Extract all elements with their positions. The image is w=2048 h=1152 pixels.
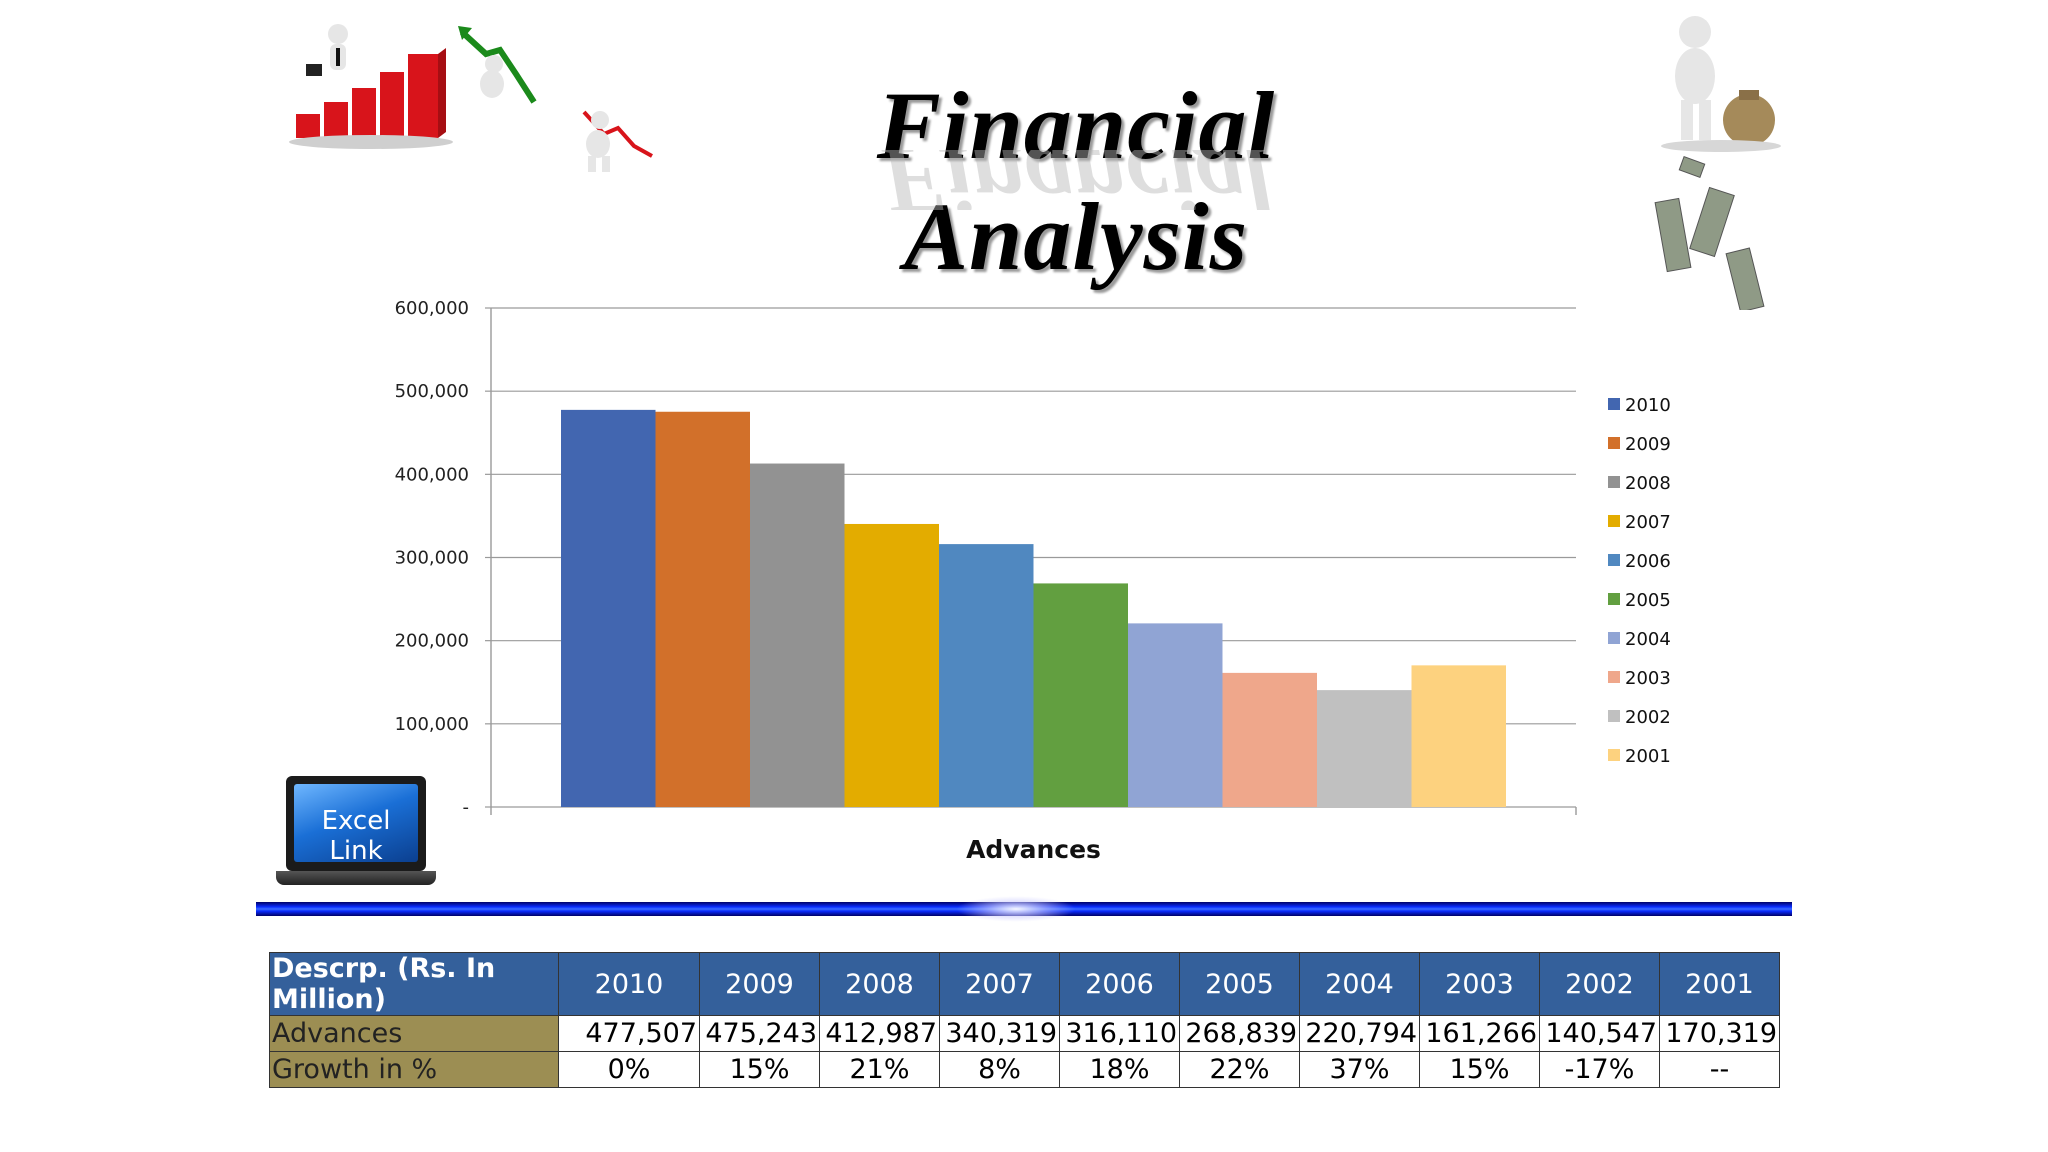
table-cell: 37% — [1299, 1051, 1420, 1088]
legend-swatch-2003 — [1608, 671, 1620, 683]
table-cell: 8% — [939, 1051, 1060, 1088]
legend-label-2010: 2010 — [1625, 395, 1671, 416]
table-header-year: 2005 — [1179, 952, 1300, 1016]
legend-label-2008: 2008 — [1625, 473, 1671, 494]
bar-2003 — [1222, 672, 1317, 807]
legend-label-2001: 2001 — [1625, 746, 1671, 767]
legend-label-2006: 2006 — [1625, 551, 1671, 572]
falling-man-green-arrow-icon — [458, 26, 537, 104]
table-header-label: Descrp. (Rs. In Million) — [269, 952, 559, 1016]
growth-bars-businessman-icon — [289, 24, 453, 149]
table-header-year: 2003 — [1419, 952, 1540, 1016]
laptop-glass — [294, 784, 418, 862]
table-cell: 15% — [1419, 1051, 1540, 1088]
legend-label-2009: 2009 — [1625, 434, 1671, 455]
table-header-year: 2008 — [819, 952, 940, 1016]
table-cell: 21% — [819, 1051, 940, 1088]
legend-swatch-2010 — [1608, 398, 1620, 410]
table-cell: 0% — [558, 1051, 700, 1088]
y-tick-label: 500,000 — [395, 381, 469, 402]
table-header-year: 2009 — [699, 952, 820, 1016]
y-tick-label: 600,000 — [395, 298, 469, 319]
bar-2008 — [750, 463, 845, 807]
man-red-downtrend-icon — [582, 110, 653, 172]
table-cell: 340,319 — [939, 1015, 1060, 1052]
table-header-year: 2004 — [1299, 952, 1420, 1016]
y-tick-label: 300,000 — [395, 548, 469, 569]
table-cell: 475,243 — [699, 1015, 820, 1052]
bar-2001 — [1411, 665, 1506, 807]
table-header-row: Descrp. (Rs. In Million) 2010 2009 2008 … — [269, 952, 1780, 1016]
y-tick-label: 100,000 — [395, 714, 469, 735]
legend-swatch-2002 — [1608, 710, 1620, 722]
table-cell: -- — [1659, 1051, 1780, 1088]
bar-2005 — [1033, 583, 1128, 807]
table-header-year: 2001 — [1659, 952, 1780, 1016]
table-row-label: Advances — [269, 1015, 559, 1052]
legend-swatch-2004 — [1608, 632, 1620, 644]
laptop-base — [276, 871, 436, 885]
advances-bar-chart: - 100,000 200,000 300,000 400,000 500,000 600,… — [395, 298, 1671, 864]
table-cell: 220,794 — [1299, 1015, 1420, 1052]
y-tick-label: 400,000 — [395, 464, 469, 485]
bar-2007 — [844, 523, 939, 807]
legend-label-2004: 2004 — [1625, 629, 1671, 650]
table-header-year: 2002 — [1539, 952, 1660, 1016]
table-cell: 316,110 — [1059, 1015, 1180, 1052]
table-cell: 140,547 — [1539, 1015, 1660, 1052]
bar-2009 — [655, 411, 750, 807]
table-row-label: Growth in % — [269, 1051, 559, 1088]
table-cell: 477,507 — [558, 1015, 700, 1052]
table-cell: 170,319 — [1659, 1015, 1780, 1052]
y-tick-label: 200,000 — [395, 631, 469, 652]
bar-2010 — [561, 409, 656, 807]
legend-swatch-2009 — [1608, 437, 1620, 449]
table-cell: -17% — [1539, 1051, 1660, 1088]
table-cell: 268,839 — [1179, 1015, 1300, 1052]
bar-2004 — [1128, 623, 1223, 807]
table-cell: 18% — [1059, 1051, 1180, 1088]
table-header-year: 2007 — [939, 952, 1060, 1016]
slide: Financial Analysis Financial Analysis -1… — [256, 0, 1792, 1152]
table-cell: 161,266 — [1419, 1015, 1540, 1052]
table-cell: 22% — [1179, 1051, 1300, 1088]
legend-label-2007: 2007 — [1625, 512, 1671, 533]
man-money-bag-icon — [1654, 16, 1781, 310]
data-table: Descrp. (Rs. In Million) 2010 2009 2008 … — [269, 952, 1780, 1088]
table-header-year: 2010 — [558, 952, 700, 1016]
x-axis-label: Advances — [966, 835, 1101, 864]
table-row: Advances 477,507 475,243 412,987 340,319… — [269, 1015, 1780, 1052]
legend-swatch-2005 — [1608, 593, 1620, 605]
legend-label-2005: 2005 — [1625, 590, 1671, 611]
slide-title: Financial Analysis — [876, 72, 1276, 290]
table-header-year: 2006 — [1059, 952, 1180, 1016]
table-row: Growth in % 0% 15% 21% 8% 18% 22% 37% 15… — [269, 1051, 1780, 1088]
legend-swatch-2006 — [1608, 554, 1620, 566]
divider-glow — [956, 896, 1076, 922]
table-cell: 15% — [699, 1051, 820, 1088]
excel-link-label: Excel Link — [321, 806, 391, 866]
bar-2006 — [939, 544, 1034, 807]
legend-swatch-2008 — [1608, 476, 1620, 488]
legend-swatch-2007 — [1608, 515, 1620, 527]
excel-link-button[interactable]: Excel Link — [276, 770, 436, 890]
bar-2002 — [1317, 690, 1412, 807]
legend-swatch-2001 — [1608, 749, 1620, 761]
legend-label-2002: 2002 — [1625, 707, 1671, 728]
table-cell: 412,987 — [819, 1015, 940, 1052]
legend-label-2003: 2003 — [1625, 668, 1671, 689]
y-tick-label: - — [463, 797, 470, 818]
